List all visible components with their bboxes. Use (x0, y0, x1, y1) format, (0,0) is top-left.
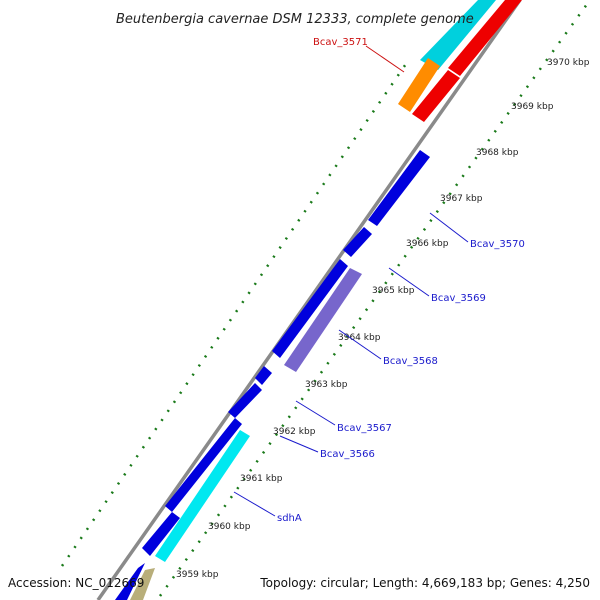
genome-backbone-line (96, 0, 522, 600)
leader-bcav-3571 (365, 45, 405, 73)
leader-bcav-3570 (429, 212, 469, 243)
tick-label-3961: 3961 kbp (240, 474, 283, 484)
leader-bcav-3569 (388, 267, 430, 297)
tick-label-3968: 3968 kbp (476, 148, 519, 158)
reverse-strand-genes (130, 0, 522, 600)
tick-label-3959: 3959 kbp (176, 570, 219, 580)
gene-arrow[interactable] (284, 268, 362, 372)
forward-strand-genes (115, 0, 496, 600)
gene-arrow[interactable] (228, 383, 262, 418)
tick-label-3962: 3962 kbp (273, 427, 316, 437)
tick-label-3970: 3970 kbp (547, 58, 590, 68)
tick-label-3967: 3967 kbp (440, 194, 483, 204)
gene-arrow[interactable] (155, 430, 250, 562)
leader-bcav-3567 (295, 400, 336, 426)
gene-arrow[interactable] (343, 227, 372, 257)
green-dotted-guide-right (158, 0, 592, 597)
gene-arrow[interactable] (272, 259, 348, 358)
gene-label-bcav-3571[interactable]: Bcav_3571 (313, 37, 368, 48)
gene-label-bcav-3566[interactable]: Bcav_3566 (320, 449, 375, 460)
leader-bcav-3566 (279, 435, 319, 453)
gene-label-leaders (233, 45, 469, 517)
tick-label-3966: 3966 kbp (406, 239, 449, 249)
tick-label-3960: 3960 kbp (208, 522, 251, 532)
leader-sdha (233, 491, 276, 517)
gene-arrow[interactable] (115, 563, 145, 600)
gene-arrow[interactable] (368, 150, 430, 226)
gene-arrow[interactable] (255, 366, 272, 385)
tick-label-3965: 3965 kbp (372, 286, 415, 296)
gene-label-sdha[interactable]: sdhA (277, 513, 302, 524)
gene-arrow[interactable] (412, 70, 460, 122)
topology-summary-text: Topology: circular; Length: 4,669,183 bp… (259, 576, 590, 590)
gene-arrow[interactable] (420, 0, 496, 70)
kbp-tick-labels: 3959 kbp 3960 kbp 3961 kbp 3962 kbp 3963… (176, 58, 590, 580)
gene-label-bcav-3570[interactable]: Bcav_3570 (470, 239, 525, 250)
map-title: Beutenbergia cavernae DSM 12333, complet… (116, 12, 474, 27)
green-dotted-guide-left (60, 57, 412, 567)
gene-arrow[interactable] (142, 512, 180, 556)
accession-text: Accession: NC_012669 (8, 576, 144, 590)
gene-arrow[interactable] (448, 0, 522, 76)
gene-label-bcav-3569[interactable]: Bcav_3569 (431, 293, 486, 304)
gene-labels: Bcav_3571 Bcav_3570 Bcav_3569 Bcav_3568 … (277, 37, 525, 524)
tick-label-3969: 3969 kbp (511, 102, 554, 112)
gene-label-bcav-3567[interactable]: Bcav_3567 (337, 423, 392, 434)
gene-arrow[interactable] (130, 568, 155, 600)
tick-label-3964: 3964 kbp (338, 333, 381, 343)
gene-arrow[interactable] (165, 418, 242, 512)
gene-arrow[interactable] (398, 58, 440, 112)
tick-label-3963: 3963 kbp (305, 380, 348, 390)
leader-bcav-3568 (338, 329, 382, 360)
gene-label-bcav-3568[interactable]: Bcav_3568 (383, 356, 438, 367)
